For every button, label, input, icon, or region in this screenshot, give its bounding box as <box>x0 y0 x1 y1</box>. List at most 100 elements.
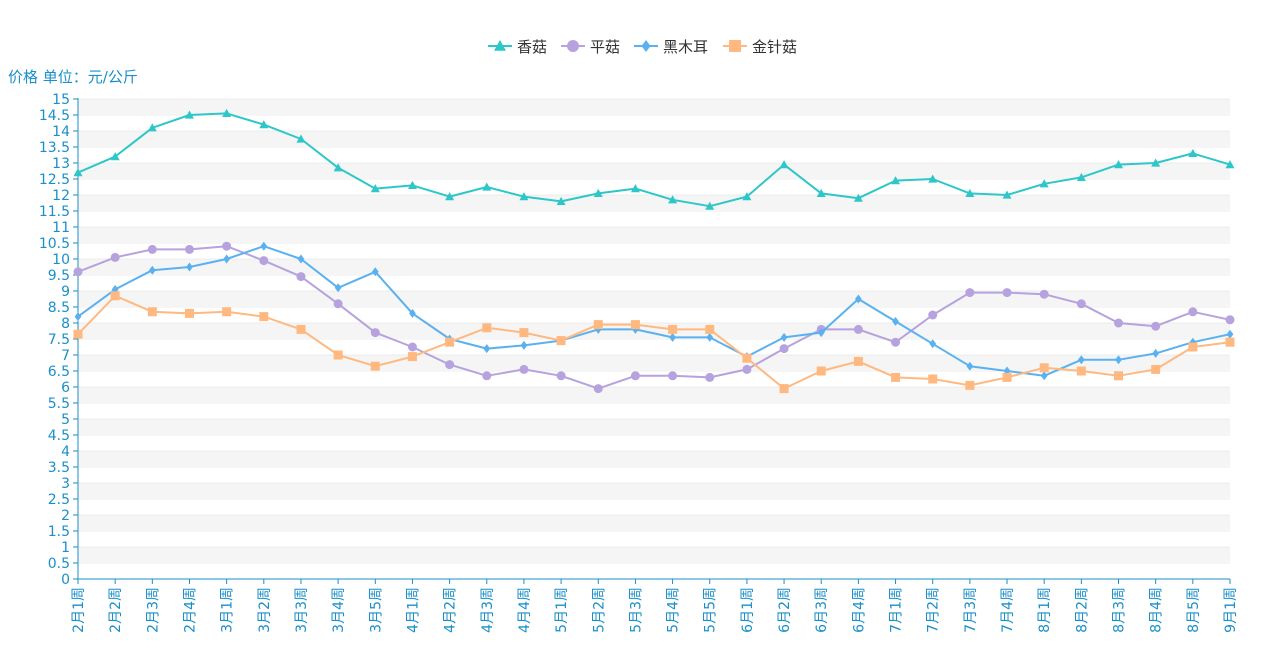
data-point[interactable] <box>816 366 826 376</box>
data-point[interactable] <box>222 241 232 251</box>
data-point[interactable] <box>1151 321 1161 331</box>
data-point[interactable] <box>891 372 901 382</box>
data-point[interactable] <box>668 371 678 381</box>
data-point[interactable] <box>148 265 156 275</box>
data-point[interactable] <box>929 339 937 349</box>
data-point[interactable] <box>630 184 640 193</box>
data-point[interactable] <box>1188 148 1198 157</box>
data-point[interactable] <box>482 371 492 381</box>
data-point[interactable] <box>519 328 529 338</box>
data-point[interactable] <box>853 324 863 334</box>
data-point[interactable] <box>742 364 752 374</box>
data-point[interactable] <box>1077 355 1085 365</box>
data-point[interactable] <box>370 361 380 371</box>
data-point[interactable] <box>407 342 417 352</box>
data-point[interactable] <box>147 307 157 317</box>
data-point[interactable] <box>556 371 566 381</box>
data-point[interactable] <box>222 108 232 117</box>
data-point[interactable] <box>407 180 417 189</box>
data-point[interactable] <box>184 244 194 254</box>
series-line[interactable] <box>77 294 1231 390</box>
data-point[interactable] <box>333 350 343 360</box>
data-point[interactable] <box>184 110 194 119</box>
data-point[interactable] <box>110 252 120 262</box>
data-point[interactable] <box>817 328 825 338</box>
data-point[interactable] <box>445 360 455 370</box>
legend-item-1[interactable]: 平菇 <box>561 38 620 56</box>
data-point[interactable] <box>1225 337 1235 347</box>
data-point[interactable] <box>891 176 901 185</box>
data-point[interactable] <box>1039 179 1049 188</box>
data-point[interactable] <box>296 324 306 334</box>
data-point[interactable] <box>482 323 492 333</box>
data-point[interactable] <box>1002 372 1012 382</box>
data-point[interactable] <box>966 361 974 371</box>
data-point[interactable] <box>296 134 306 143</box>
legend[interactable]: 香菇 平菇 黑木耳 金针菇 <box>488 38 797 56</box>
series-line[interactable] <box>77 245 1231 377</box>
data-point[interactable] <box>73 267 83 277</box>
data-point[interactable] <box>110 291 120 301</box>
legend-item-3[interactable]: 金针菇 <box>723 38 797 56</box>
data-point[interactable] <box>223 254 231 264</box>
legend-item-0[interactable]: 香菇 <box>488 38 547 56</box>
data-point[interactable] <box>1114 160 1124 169</box>
data-point[interactable] <box>147 244 157 254</box>
data-point[interactable] <box>705 201 715 210</box>
data-point[interactable] <box>593 188 603 197</box>
data-point[interactable] <box>630 371 640 381</box>
data-point[interactable] <box>1114 318 1124 328</box>
data-point[interactable] <box>445 337 455 347</box>
data-point[interactable] <box>1114 371 1124 381</box>
data-point[interactable] <box>445 192 455 201</box>
data-point[interactable] <box>186 262 193 272</box>
data-point[interactable] <box>742 192 752 201</box>
data-point[interactable] <box>110 152 120 161</box>
data-point[interactable] <box>556 336 566 346</box>
data-point[interactable] <box>1040 371 1048 381</box>
data-point[interactable] <box>1188 342 1198 352</box>
data-point[interactable] <box>1188 307 1198 317</box>
data-point[interactable] <box>519 192 529 201</box>
data-point[interactable] <box>593 384 603 394</box>
data-point[interactable] <box>1226 329 1234 339</box>
data-point[interactable] <box>780 332 788 342</box>
data-point[interactable] <box>370 184 380 193</box>
data-point[interactable] <box>891 337 901 347</box>
data-point[interactable] <box>1076 172 1086 181</box>
data-point[interactable] <box>892 316 899 326</box>
data-point[interactable] <box>853 193 863 202</box>
data-point[interactable] <box>1002 190 1012 199</box>
data-point[interactable] <box>519 364 529 374</box>
data-point[interactable] <box>1039 363 1049 373</box>
data-point[interactable] <box>779 384 789 394</box>
series-line[interactable] <box>77 245 1231 390</box>
data-point[interactable] <box>483 344 491 354</box>
data-point[interactable] <box>259 120 269 129</box>
data-point[interactable] <box>482 182 492 191</box>
data-point[interactable] <box>520 340 528 350</box>
data-point[interactable] <box>965 288 975 298</box>
data-point[interactable] <box>296 272 306 282</box>
data-point[interactable] <box>705 324 715 334</box>
data-point[interactable] <box>73 168 83 177</box>
data-point[interactable] <box>1115 355 1122 365</box>
data-point[interactable] <box>370 328 380 338</box>
data-point[interactable] <box>184 308 194 318</box>
data-point[interactable] <box>965 188 975 197</box>
data-point[interactable] <box>409 308 416 318</box>
data-point[interactable] <box>742 353 752 363</box>
series-line[interactable] <box>77 112 1231 208</box>
data-point[interactable] <box>928 374 938 384</box>
data-point[interactable] <box>556 196 566 205</box>
data-point[interactable] <box>965 380 975 390</box>
data-point[interactable] <box>334 283 342 293</box>
data-point[interactable] <box>407 352 417 362</box>
data-point[interactable] <box>333 163 343 172</box>
data-point[interactable] <box>669 332 676 342</box>
data-point[interactable] <box>1039 289 1049 299</box>
data-point[interactable] <box>1152 348 1160 358</box>
data-point[interactable] <box>593 320 603 330</box>
data-point[interactable] <box>259 312 269 322</box>
data-point[interactable] <box>1151 364 1161 374</box>
